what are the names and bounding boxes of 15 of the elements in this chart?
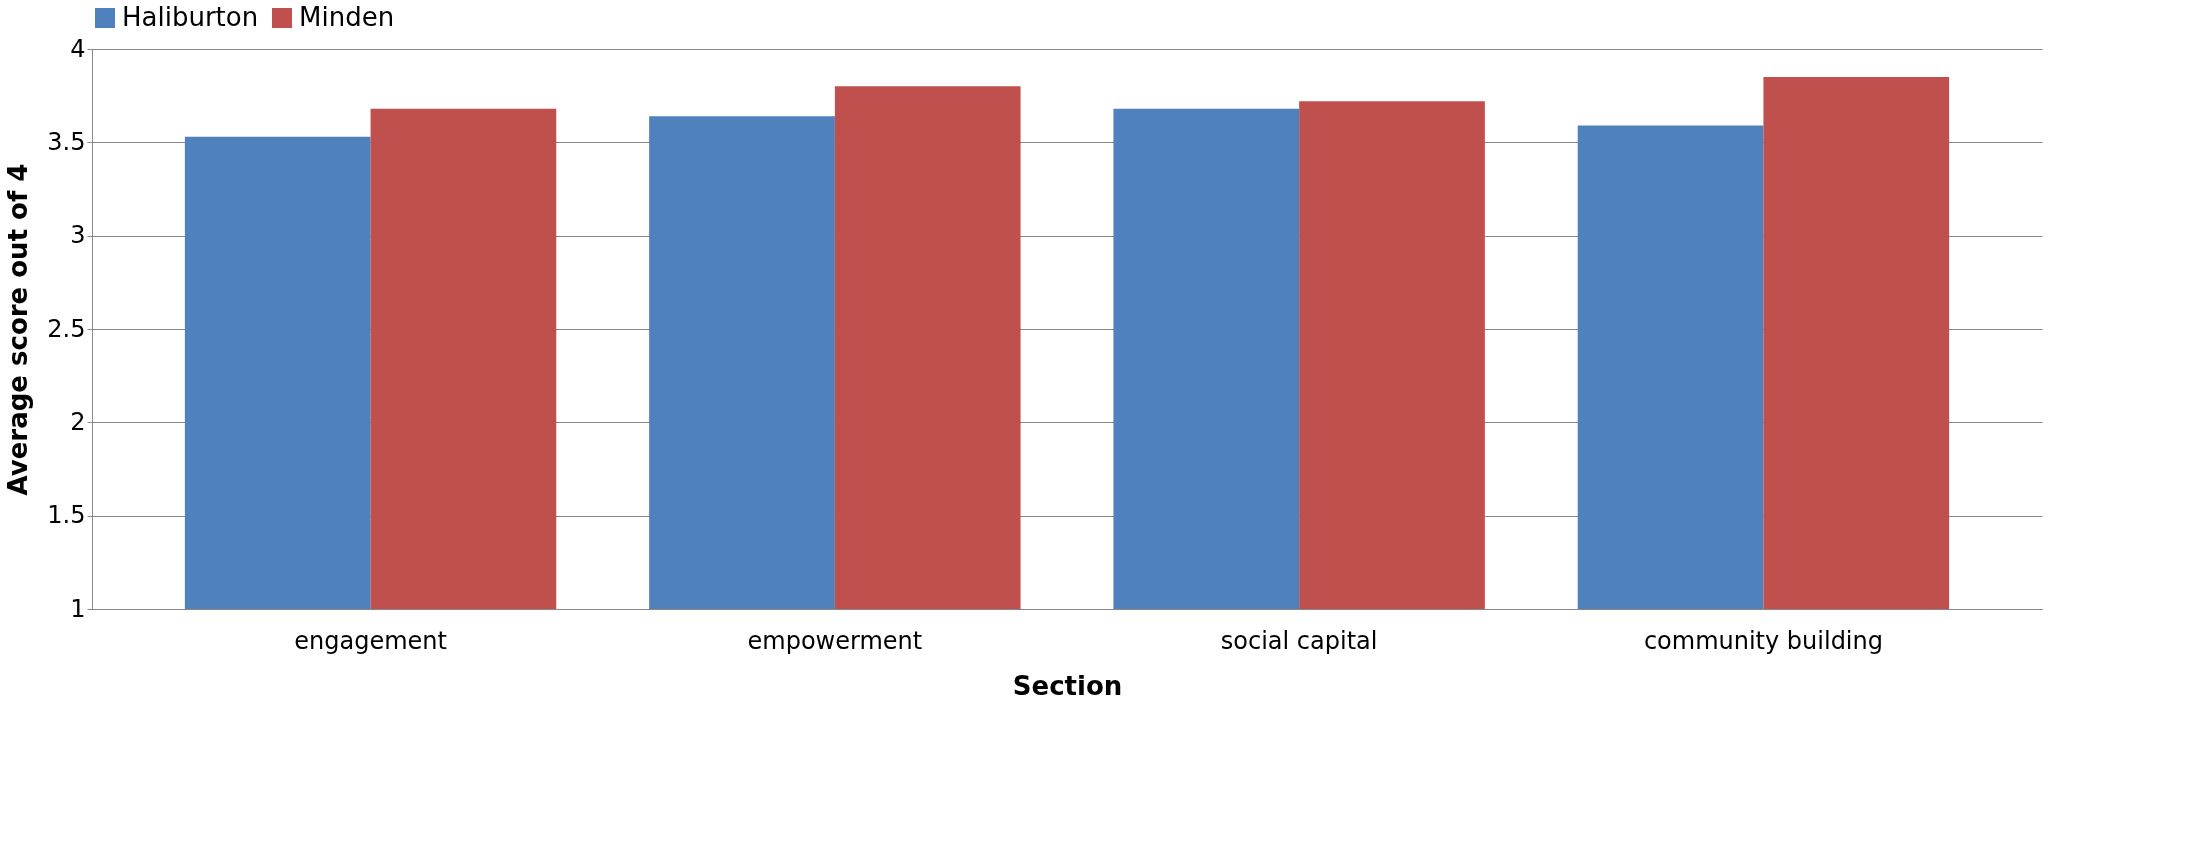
y-tick-label: 1 bbox=[70, 594, 86, 623]
x-tick-label: engagement bbox=[294, 626, 447, 655]
x-tick-label: empowerment bbox=[747, 626, 923, 655]
y-tick-label: 2 bbox=[70, 407, 86, 436]
y-tick-label: 3.5 bbox=[47, 127, 86, 156]
y-tick-label: 4 bbox=[70, 34, 86, 63]
y-tick-label: 1.5 bbox=[47, 501, 86, 530]
legend-label: Minden bbox=[299, 2, 395, 32]
legend-label: Haliburton bbox=[122, 2, 259, 32]
y-tick-label: 3 bbox=[70, 221, 86, 250]
y-axis-title: Average score out of 4 bbox=[3, 163, 34, 496]
x-axis-title: Section bbox=[1012, 670, 1123, 701]
y-tick-label: 2.5 bbox=[47, 314, 86, 343]
x-tick-label: social capital bbox=[1220, 626, 1378, 655]
x-tick-label: community building bbox=[1643, 626, 1883, 655]
